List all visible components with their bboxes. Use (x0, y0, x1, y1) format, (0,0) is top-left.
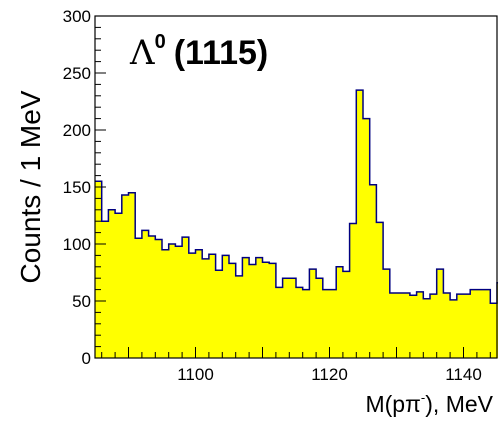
tick-labels: 0 50 100 150 200 250 300 1100 1120 1140 (63, 7, 482, 384)
title-lambda: Λ (129, 33, 155, 73)
x-label-superscript: - (421, 390, 425, 405)
y-tick-label: 200 (63, 121, 91, 140)
x-tick-label: 1140 (445, 365, 482, 384)
y-tick-label: 300 (63, 7, 91, 26)
histogram-fill (95, 90, 498, 358)
x-axis-label: M(pπ-), MeV (365, 390, 493, 417)
plot-area (94, 15, 498, 359)
y-tick-label: 100 (63, 235, 91, 254)
y-tick-label: 250 (63, 64, 91, 83)
y-tick-label: 50 (72, 292, 91, 311)
y-tick-label: 0 (82, 349, 91, 368)
title-superscript: 0 (155, 31, 166, 53)
axis-ticks (95, 15, 491, 359)
y-axis-label: Counts / 1 MeV (15, 90, 46, 283)
x-label-suffix: ), MeV (425, 391, 493, 417)
histogram-outline (95, 89, 498, 305)
title-mass: (1115) (174, 34, 269, 72)
x-tick-label: 1100 (177, 365, 214, 384)
x-tick-label: 1120 (311, 365, 348, 384)
plot-title: Λ0 (1115) (129, 31, 268, 73)
y-tick-label: 150 (63, 178, 91, 197)
x-label-prefix: M(pπ (365, 391, 420, 417)
